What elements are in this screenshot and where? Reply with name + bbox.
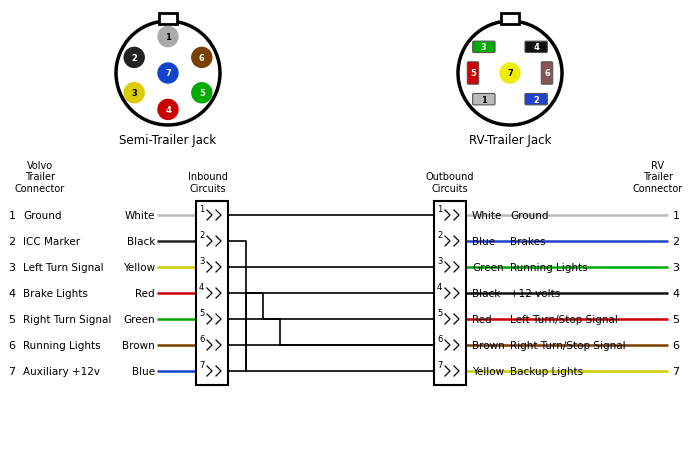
Text: 5: 5 [470,69,476,78]
Text: Right Turn/Stop Signal: Right Turn/Stop Signal [510,340,626,350]
Text: 5: 5 [199,308,204,318]
Text: 7: 7 [437,360,443,369]
Text: Yellow: Yellow [123,263,155,272]
Text: 6: 6 [672,340,679,350]
FancyBboxPatch shape [473,42,495,53]
Text: RV
Trailer
Connector: RV Trailer Connector [633,161,683,194]
Circle shape [158,27,178,48]
Text: White: White [125,211,155,220]
FancyBboxPatch shape [525,42,547,53]
Text: Green: Green [123,314,155,324]
Text: 4: 4 [437,282,442,291]
Circle shape [124,48,144,68]
Text: 4: 4 [672,288,679,298]
Text: 5: 5 [199,89,205,98]
Text: 1: 1 [165,33,171,42]
Text: Brown: Brown [122,340,155,350]
Text: 3: 3 [8,263,15,272]
Text: 2: 2 [437,231,442,239]
Text: Outbound
Circuits: Outbound Circuits [426,172,474,194]
Text: 7: 7 [8,366,15,376]
Text: 1: 1 [199,205,204,213]
Text: 5: 5 [437,308,442,318]
Text: 6: 6 [199,334,205,344]
Text: Left Turn/Stop Signal: Left Turn/Stop Signal [510,314,618,324]
Text: 1: 1 [481,95,487,105]
Text: 2: 2 [199,231,204,239]
Text: Left Turn Signal: Left Turn Signal [23,263,104,272]
Text: Volvo
Trailer
Connector: Volvo Trailer Connector [15,161,65,194]
Text: 7: 7 [672,366,679,376]
Text: 7: 7 [507,69,513,78]
Text: 3: 3 [437,257,443,265]
Text: 4: 4 [199,282,204,291]
Text: 6: 6 [544,69,550,78]
FancyBboxPatch shape [473,94,495,106]
Text: 2: 2 [8,237,15,246]
Text: 3: 3 [672,263,679,272]
Text: 2: 2 [132,54,137,63]
Text: Blue: Blue [132,366,155,376]
Text: 7: 7 [165,69,171,78]
Text: 7: 7 [199,360,205,369]
Text: Inbound
Circuits: Inbound Circuits [188,172,228,194]
Text: 2: 2 [533,95,539,105]
Text: 1: 1 [8,211,15,220]
Text: Black: Black [472,288,500,298]
Circle shape [158,64,178,84]
Text: Green: Green [472,263,504,272]
Text: Brakes: Brakes [510,237,546,246]
Text: 2: 2 [672,237,679,246]
Text: 6: 6 [437,334,443,344]
Text: Running Lights: Running Lights [510,263,587,272]
Text: ICC Marker: ICC Marker [23,237,80,246]
Text: 1: 1 [672,211,679,220]
Circle shape [158,100,178,120]
Text: Ground: Ground [510,211,548,220]
Text: Auxiliary +12v: Auxiliary +12v [23,366,100,376]
Text: Running Lights: Running Lights [23,340,101,350]
Text: Blue: Blue [472,237,495,246]
Bar [501,14,519,25]
FancyBboxPatch shape [525,94,547,106]
Text: Ground: Ground [23,211,61,220]
Text: 3: 3 [132,89,137,98]
Bar [434,201,466,386]
Circle shape [192,84,212,104]
Text: Semi-Trailer Jack: Semi-Trailer Jack [120,134,216,147]
Text: 6: 6 [199,54,205,63]
Circle shape [124,84,144,104]
Bar [159,14,177,25]
Text: Red: Red [472,314,491,324]
Text: 5: 5 [8,314,15,324]
Circle shape [192,48,212,68]
Text: White: White [472,211,503,220]
FancyBboxPatch shape [541,63,553,85]
Text: Backup Lights: Backup Lights [510,366,583,376]
Text: Brown: Brown [472,340,505,350]
Text: +12 volts: +12 volts [510,288,560,298]
Text: Yellow: Yellow [472,366,504,376]
Text: 4: 4 [165,106,171,115]
Circle shape [500,64,520,84]
Text: 1: 1 [437,205,442,213]
Text: 6: 6 [8,340,15,350]
Text: RV-Trailer Jack: RV-Trailer Jack [469,134,551,147]
Text: Red: Red [136,288,155,298]
Text: 4: 4 [533,43,539,52]
Text: Brake Lights: Brake Lights [23,288,88,298]
Text: Black: Black [127,237,155,246]
Text: 3: 3 [199,257,205,265]
Text: 3: 3 [481,43,487,52]
Text: 4: 4 [8,288,15,298]
Text: Right Turn Signal: Right Turn Signal [23,314,111,324]
Text: 5: 5 [672,314,679,324]
FancyBboxPatch shape [467,63,479,85]
Bar [196,201,228,386]
